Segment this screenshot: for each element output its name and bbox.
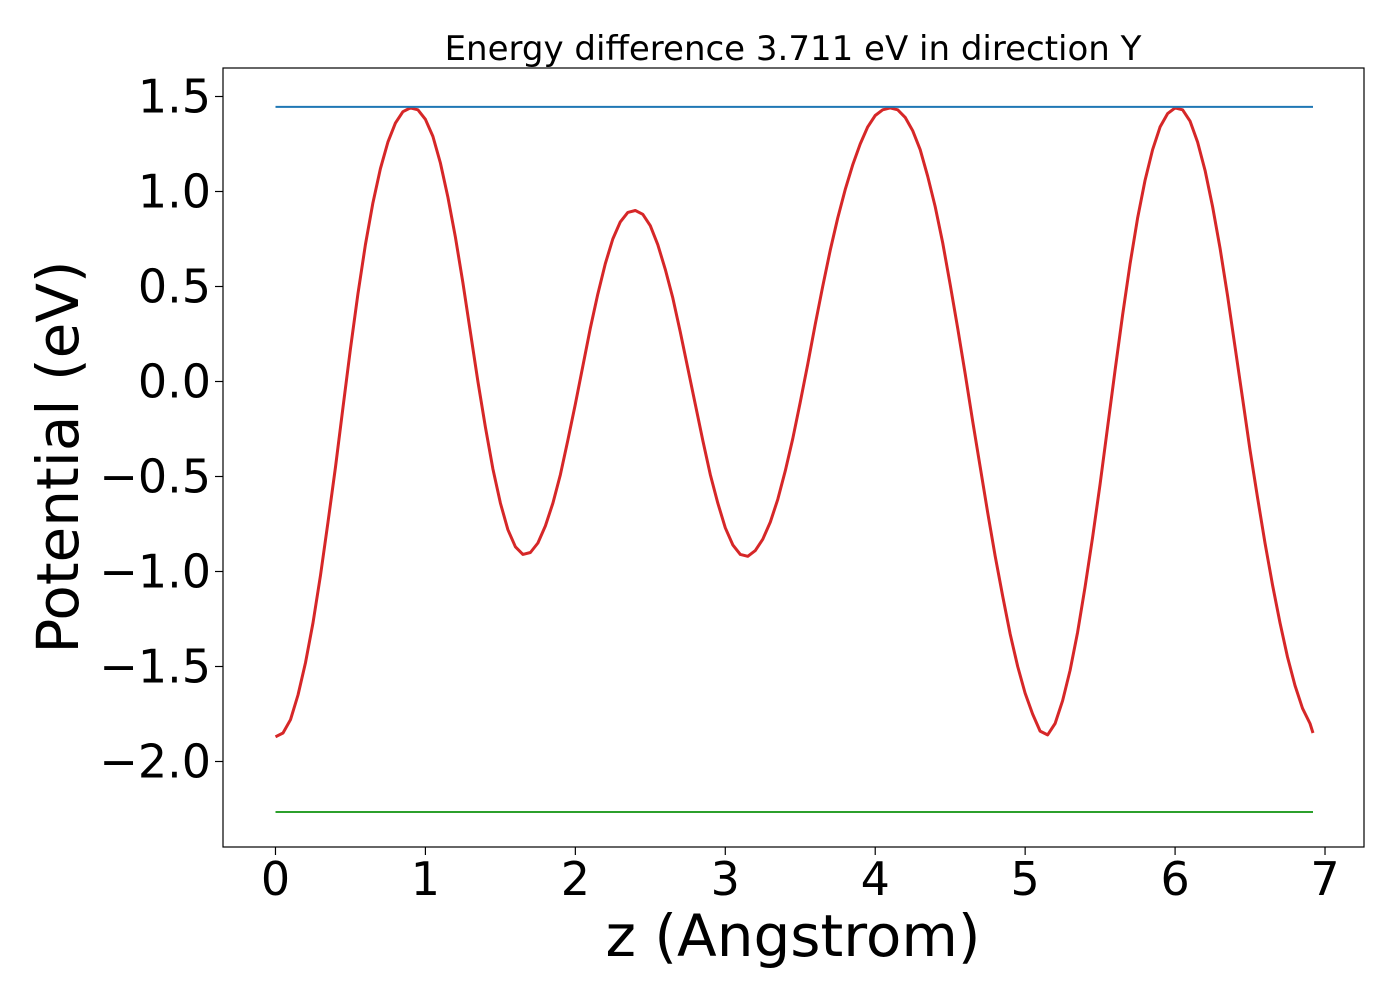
x-tick-label: 6	[1160, 852, 1189, 906]
x-tick-label: 0	[261, 852, 290, 906]
x-axis-label: z (Angstrom)	[606, 902, 981, 970]
x-tick-label: 7	[1310, 852, 1339, 906]
y-axis-ticks: −2.0 −1.5 −1.0 −0.5 0.0 0.5 1.0 1.5	[99, 70, 223, 789]
potential-curve	[274, 106, 1315, 739]
x-tick-label: 2	[561, 852, 590, 906]
x-tick-label: 1	[411, 852, 440, 906]
y-tick-label: −0.5	[99, 450, 211, 504]
plot-frame	[222, 67, 1365, 848]
y-tick-label: 0.0	[138, 355, 211, 409]
x-tick-label: 4	[861, 852, 890, 906]
y-tick-label: −1.0	[99, 545, 211, 599]
y-tick-label: 1.5	[138, 70, 211, 124]
y-tick-label: 0.5	[138, 260, 211, 314]
y-tick-label: −1.5	[99, 640, 211, 694]
x-tick-label: 3	[711, 852, 740, 906]
plot-lines	[274, 105, 1315, 813]
y-axis-label: Potential (eV)	[24, 260, 92, 653]
y-tick-label: 1.0	[138, 165, 211, 219]
y-tick-label: −2.0	[99, 735, 211, 789]
x-axis-ticks: 0 1 2 3 4 5 6 7	[261, 847, 1340, 906]
x-tick-label: 5	[1011, 852, 1040, 906]
chart-title: Energy difference 3.711 eV in direction …	[445, 29, 1142, 69]
